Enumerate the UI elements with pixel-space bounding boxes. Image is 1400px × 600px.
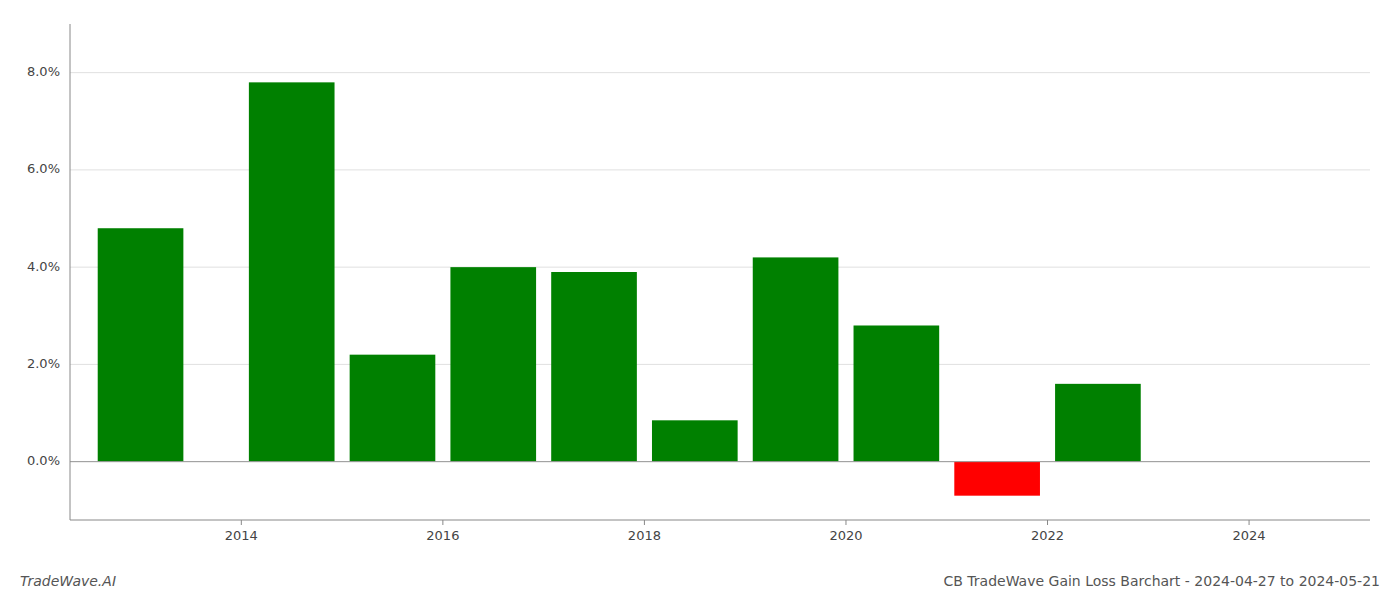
grid bbox=[70, 73, 1370, 462]
x-tick bbox=[1047, 520, 1048, 525]
x-tick bbox=[1249, 520, 1250, 525]
y-tick-label: 2.0% bbox=[27, 356, 60, 371]
axes: 0.0% 2.0% 4.0% 6.0% 8.0% 2014 2016 2018 2020 2022… bbox=[27, 64, 1266, 543]
y-axis-line bbox=[70, 24, 71, 520]
bars bbox=[98, 82, 1141, 495]
grid-line bbox=[70, 72, 1370, 73]
page: {"chart_data": {"type": "bar", "title": … bbox=[0, 0, 1400, 600]
y-tick-label: 6.0% bbox=[27, 161, 60, 176]
x-tick-label: 2022 bbox=[1031, 528, 1064, 543]
grid-line bbox=[70, 461, 1370, 462]
x-tick-label: 2014 bbox=[225, 528, 258, 543]
x-tick-label: 2020 bbox=[829, 528, 862, 543]
bar bbox=[652, 420, 738, 461]
x-tick bbox=[845, 520, 846, 525]
bar bbox=[450, 267, 536, 462]
bar bbox=[854, 325, 940, 461]
x-tick-label: 2016 bbox=[426, 528, 459, 543]
chart: 0.0% 2.0% 4.0% 6.0% 8.0% 2014 2016 2018 2020 2022… bbox=[0, 0, 1400, 600]
x-tick bbox=[442, 520, 443, 525]
x-tick bbox=[644, 520, 645, 525]
bar bbox=[350, 355, 436, 462]
y-tick-label: 4.0% bbox=[27, 259, 60, 274]
x-tick-label: 2018 bbox=[628, 528, 661, 543]
x-tick bbox=[241, 520, 242, 525]
bar bbox=[98, 228, 184, 461]
y-tick-label: 0.0% bbox=[27, 453, 60, 468]
x-axis-line bbox=[70, 520, 1370, 521]
bar bbox=[753, 257, 839, 461]
zero-line bbox=[70, 461, 1370, 462]
title: CB TradeWave Gain Loss Barchart - 2024-0… bbox=[944, 573, 1381, 589]
watermark: TradeWave.AI bbox=[20, 573, 116, 589]
bar bbox=[954, 462, 1040, 496]
x-tick-label: 2024 bbox=[1233, 528, 1266, 543]
y-tick-label: 8.0% bbox=[27, 64, 60, 79]
bar bbox=[249, 82, 335, 461]
bar bbox=[551, 272, 637, 462]
bar bbox=[1055, 384, 1141, 462]
